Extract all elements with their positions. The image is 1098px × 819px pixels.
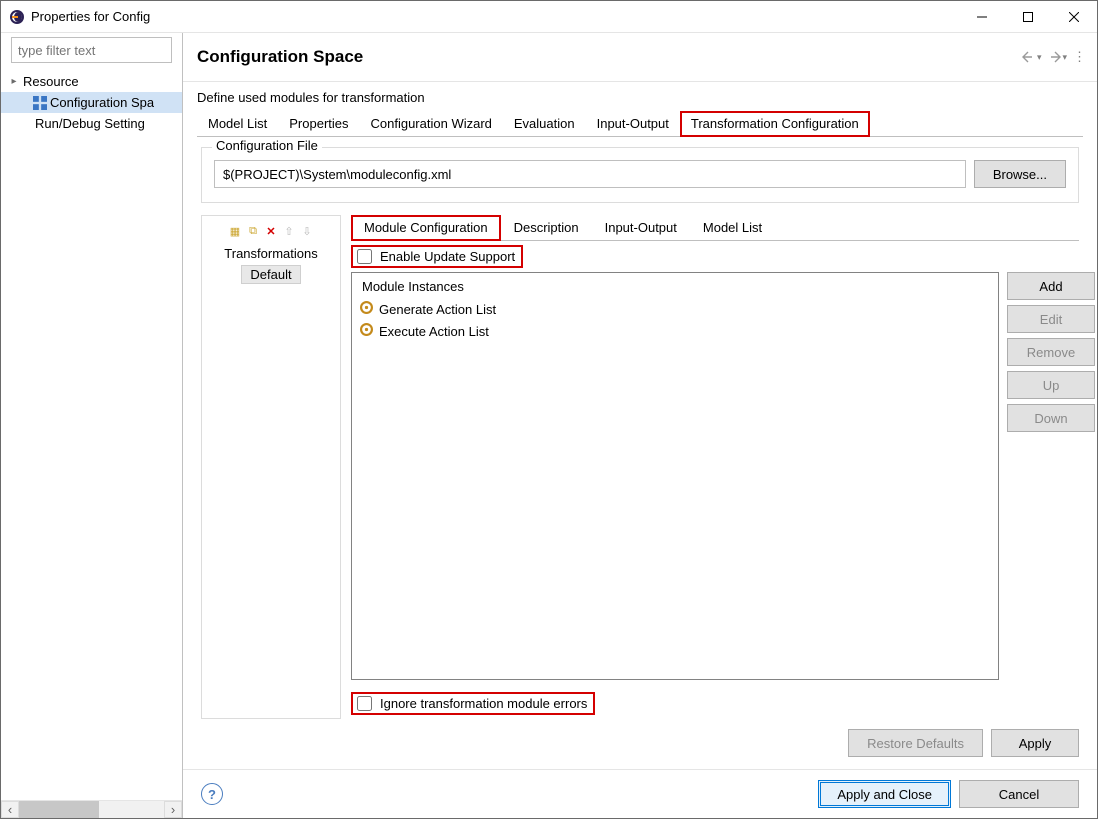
- close-button[interactable]: [1051, 1, 1097, 32]
- right-pane: Configuration Space ▾ ▾ ⋮ Define used mo…: [183, 33, 1097, 818]
- inner-tab-module-configuration[interactable]: Module Configuration: [351, 215, 501, 241]
- filter-input[interactable]: [11, 37, 172, 63]
- ignore-errors-label: Ignore transformation module errors: [380, 696, 587, 711]
- config-file-legend: Configuration File: [212, 138, 322, 153]
- instance-buttons: Add Edit Remove Up Down: [1007, 272, 1079, 680]
- dialog-footer: ? Apply and Close Cancel: [183, 769, 1097, 818]
- chevron-right-icon: ▸: [7, 76, 21, 87]
- config-file-group: Configuration File Browse...: [201, 147, 1079, 203]
- config-file-input[interactable]: [214, 160, 966, 188]
- list-item-label: Execute Action List: [379, 324, 489, 339]
- tab-configuration-wizard[interactable]: Configuration Wizard: [360, 111, 503, 137]
- tree-item-resource[interactable]: ▸ Resource: [1, 71, 182, 92]
- copy-icon[interactable]: ⧉: [246, 224, 260, 238]
- inner-tab-model-list[interactable]: Model List: [690, 215, 775, 241]
- module-instances-area: Module Instances Generate Action List Ex…: [351, 272, 1079, 680]
- menu-icon[interactable]: ⋮: [1073, 49, 1087, 65]
- forward-button[interactable]: ▾: [1047, 51, 1067, 63]
- properties-dialog: Properties for Config ▸ Resource Configu…: [0, 0, 1098, 819]
- list-item-label: Generate Action List: [379, 302, 496, 317]
- window-title: Properties for Config: [31, 9, 150, 24]
- tree-h-scrollbar[interactable]: ‹ ›: [1, 800, 182, 818]
- transformations-panel: ▦ ⧉ ✕ ⇧ ⇩ Transformations Default: [201, 215, 341, 719]
- enable-update-support-label: Enable Update Support: [380, 249, 515, 264]
- tree-item-run-debug[interactable]: Run/Debug Setting: [1, 113, 182, 134]
- outer-tab-bar: Model List Properties Configuration Wiza…: [197, 111, 1083, 137]
- up-icon[interactable]: ⇧: [282, 224, 296, 238]
- edit-button[interactable]: Edit: [1007, 305, 1095, 333]
- up-button[interactable]: Up: [1007, 371, 1095, 399]
- tab-properties[interactable]: Properties: [278, 111, 359, 137]
- enable-update-support-checkbox[interactable]: [357, 249, 372, 264]
- restore-defaults-button[interactable]: Restore Defaults: [848, 729, 983, 757]
- tab-transformation-configuration[interactable]: Transformation Configuration: [680, 111, 870, 137]
- left-pane: ▸ Resource Configuration Spa Run/Debug S…: [1, 33, 183, 818]
- inner-tab-description[interactable]: Description: [501, 215, 592, 241]
- titlebar: Properties for Config: [1, 1, 1097, 33]
- delete-icon[interactable]: ✕: [264, 224, 278, 238]
- new-icon[interactable]: ▦: [228, 224, 242, 238]
- window-controls: [959, 1, 1097, 32]
- maximize-button[interactable]: [1005, 1, 1051, 32]
- tab-input-output[interactable]: Input-Output: [586, 111, 680, 137]
- scroll-left-icon[interactable]: ‹: [1, 801, 19, 818]
- cancel-button[interactable]: Cancel: [959, 780, 1079, 808]
- inner-tab-bar: Module Configuration Description Input-O…: [351, 215, 1079, 241]
- transformation-item-default[interactable]: Default: [241, 265, 300, 284]
- list-item[interactable]: Generate Action List: [352, 298, 998, 320]
- add-button[interactable]: Add: [1007, 272, 1095, 300]
- tree-item-configuration-space[interactable]: Configuration Spa: [1, 92, 182, 113]
- tab-evaluation[interactable]: Evaluation: [503, 111, 586, 137]
- minimize-button[interactable]: [959, 1, 1005, 32]
- apply-button[interactable]: Apply: [991, 729, 1079, 757]
- nav-tree: ▸ Resource Configuration Spa Run/Debug S…: [1, 69, 182, 800]
- ignore-errors-checkbox[interactable]: [357, 696, 372, 711]
- page-header: Configuration Space ▾ ▾ ⋮: [183, 33, 1097, 82]
- tab-panel: Configuration File Browse...: [183, 137, 1097, 209]
- gear-icon: [360, 301, 373, 317]
- list-item[interactable]: Execute Action List: [352, 320, 998, 342]
- scroll-right-icon[interactable]: ›: [164, 801, 182, 818]
- page-description: Define used modules for transformation: [183, 82, 1097, 111]
- module-area: ▦ ⧉ ✕ ⇧ ⇩ Transformations Default Module…: [183, 209, 1097, 719]
- gear-icon: [360, 323, 373, 339]
- module-center: Module Configuration Description Input-O…: [351, 215, 1079, 719]
- down-icon[interactable]: ⇩: [300, 224, 314, 238]
- transformations-heading: Transformations: [208, 246, 334, 261]
- page-title: Configuration Space: [197, 47, 1022, 67]
- ignore-errors-row[interactable]: Ignore transformation module errors: [351, 692, 595, 715]
- module-instances-heading: Module Instances: [352, 273, 998, 298]
- back-button[interactable]: ▾: [1022, 51, 1042, 63]
- help-icon[interactable]: ?: [201, 783, 223, 805]
- tab-model-list[interactable]: Model List: [197, 111, 278, 137]
- grid-icon: [33, 96, 47, 110]
- page-actions: Restore Defaults Apply: [183, 719, 1097, 769]
- module-instances-list[interactable]: Module Instances Generate Action List Ex…: [351, 272, 999, 680]
- down-button[interactable]: Down: [1007, 404, 1095, 432]
- enable-update-support-row[interactable]: Enable Update Support: [351, 245, 523, 268]
- remove-button[interactable]: Remove: [1007, 338, 1095, 366]
- browse-button[interactable]: Browse...: [974, 160, 1066, 188]
- inner-tab-input-output[interactable]: Input-Output: [592, 215, 690, 241]
- apply-and-close-button[interactable]: Apply and Close: [818, 780, 951, 808]
- eclipse-icon: [9, 9, 25, 25]
